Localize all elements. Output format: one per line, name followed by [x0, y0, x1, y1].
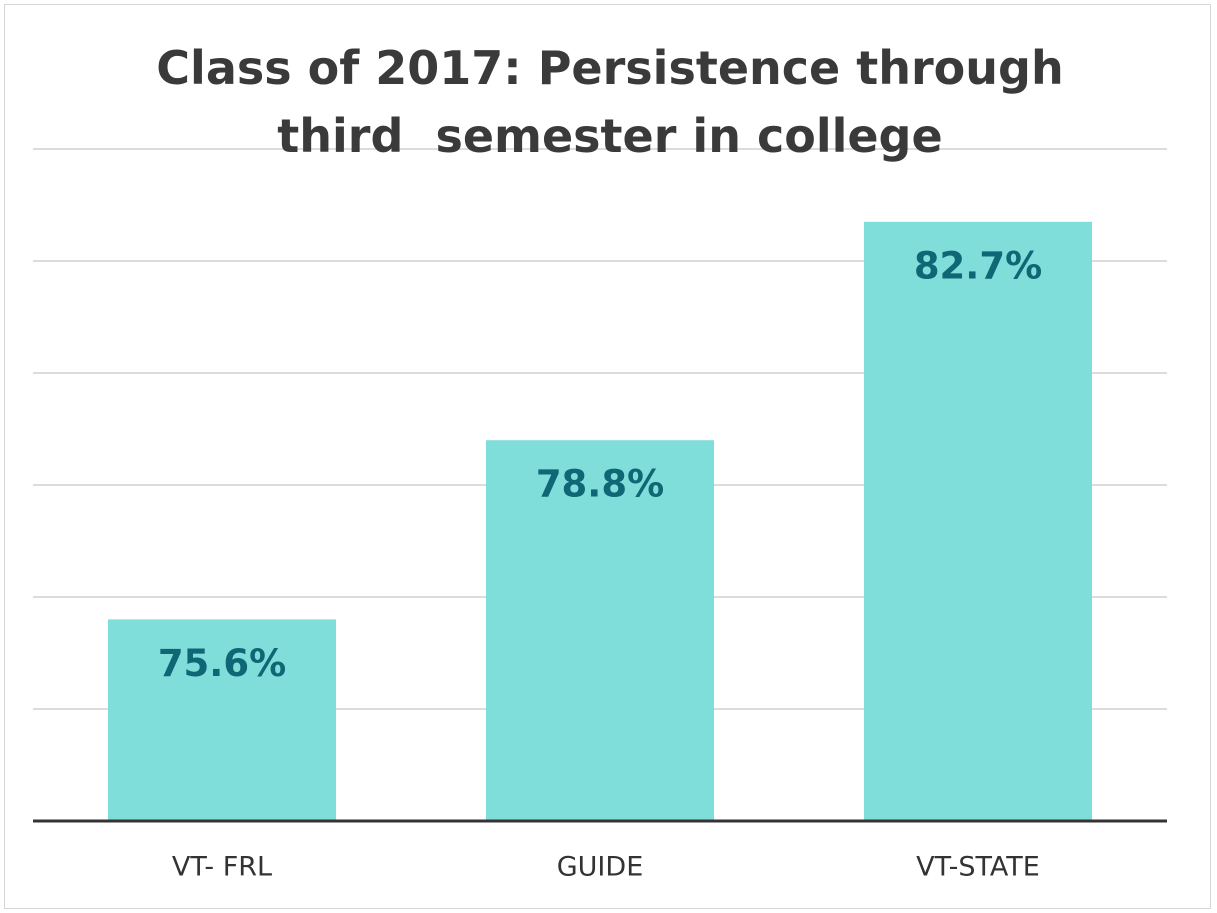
x-tick-label: VT-STATE	[916, 852, 1040, 883]
value-label: 78.8%	[536, 463, 664, 506]
chart-title: Class of 2017: Persistence through third…	[156, 41, 1080, 163]
bar	[486, 440, 714, 821]
value-label: 75.6%	[158, 642, 286, 685]
chart-frame	[4, 4, 1211, 909]
x-tick-label: VT- FRL	[172, 852, 272, 883]
value-label: 82.7%	[914, 244, 1042, 287]
bar	[864, 221, 1092, 822]
x-tick-label: GUIDE	[557, 852, 644, 883]
bar	[108, 619, 336, 821]
